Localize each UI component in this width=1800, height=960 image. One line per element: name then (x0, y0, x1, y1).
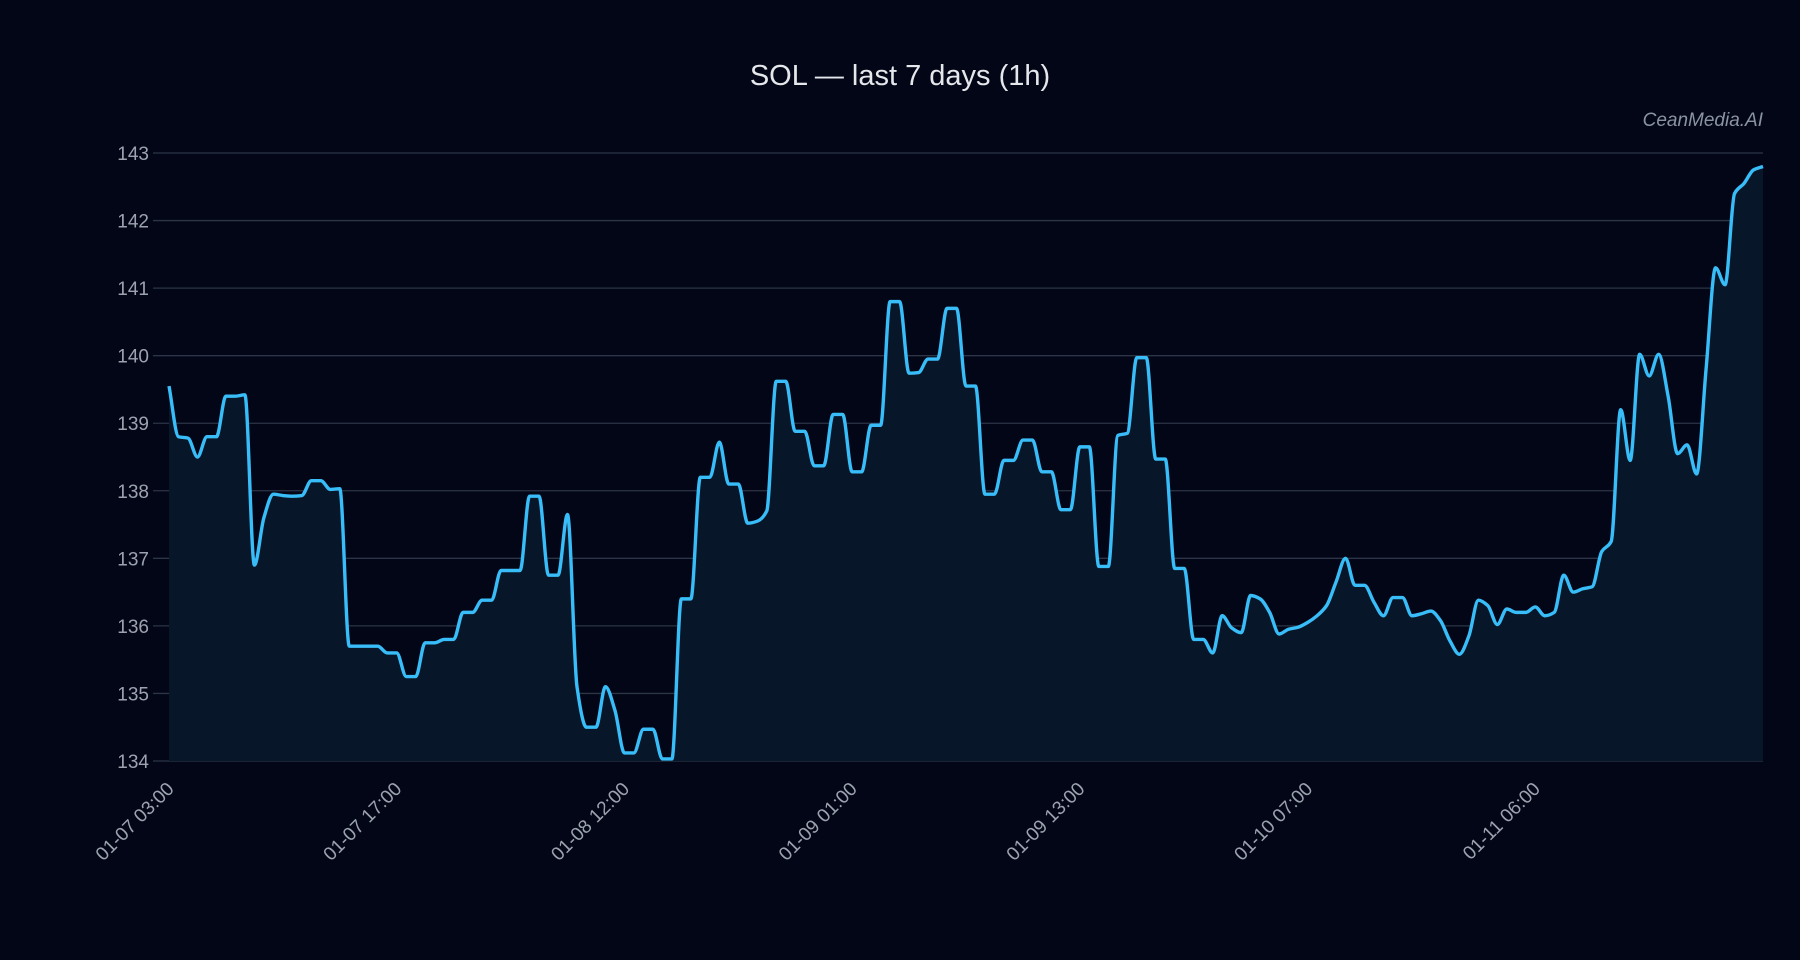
x-tick-label: 01-07 03:00 (92, 779, 179, 866)
x-tick-label: 01-09 01:00 (775, 779, 862, 866)
y-tick-label: 140 (117, 347, 149, 368)
y-tick-label: 139 (117, 414, 149, 435)
x-tick-label: 01-08 12:00 (547, 779, 634, 866)
chart-title: SOL — last 7 days (1h) (750, 60, 1050, 92)
x-tick-label: 01-07 17:00 (320, 779, 407, 866)
y-tick-label: 141 (117, 279, 149, 300)
y-tick-label: 138 (117, 482, 149, 503)
x-tick-label: 01-09 13:00 (1003, 779, 1090, 866)
y-tick-label: 135 (117, 684, 149, 705)
watermark: CeanMedia.AI (1643, 110, 1764, 131)
x-tick-label: 01-10 07:00 (1231, 779, 1318, 866)
y-tick-label: 137 (117, 549, 149, 570)
y-tick-label: 136 (117, 617, 149, 638)
price-area-fill (169, 166, 1763, 761)
price-line (167, 164, 1764, 761)
y-tick-label: 142 (117, 212, 149, 233)
x-tick-label: 01-11 06:00 (1459, 779, 1545, 865)
y-tick-label: 143 (117, 144, 149, 165)
y-tick-label: 134 (117, 752, 149, 773)
